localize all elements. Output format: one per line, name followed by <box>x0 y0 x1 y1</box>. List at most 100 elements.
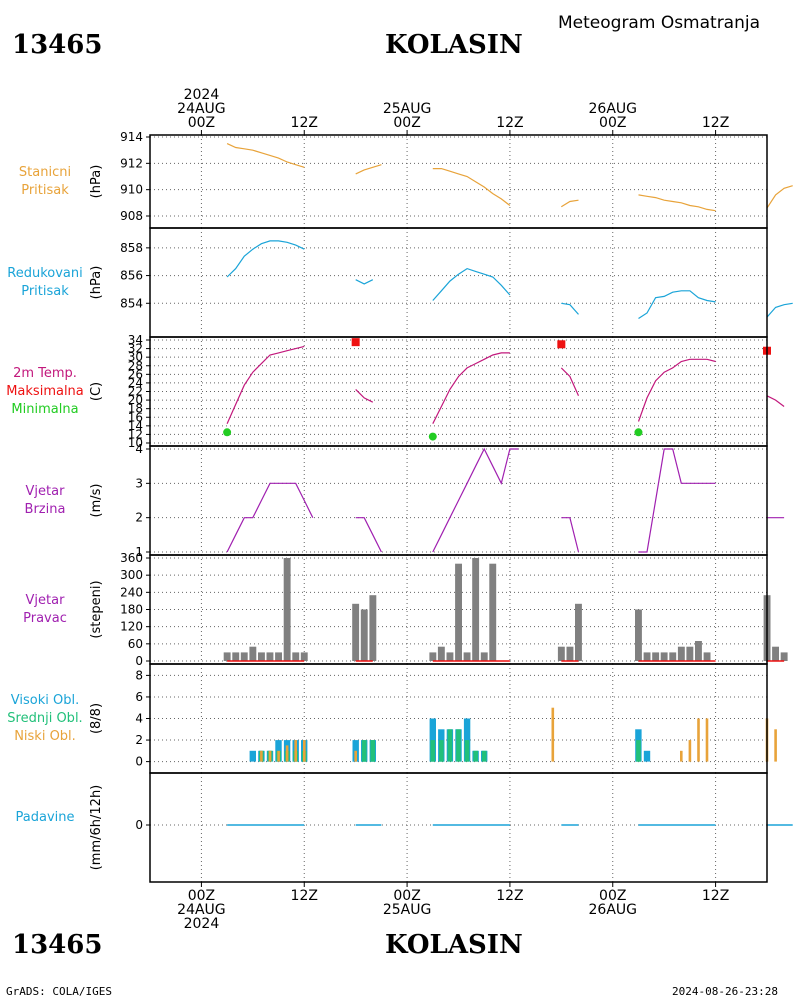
bar <box>354 750 357 762</box>
bar <box>703 652 711 661</box>
bar <box>294 740 297 762</box>
bar <box>429 718 436 762</box>
y-tick-label: 8 <box>135 668 143 682</box>
y-tick-label: 912 <box>120 156 143 170</box>
series-line <box>637 358 716 422</box>
panel-label: Visoki Obl. <box>10 692 80 708</box>
bar <box>643 750 651 762</box>
time-label-bottom: 25AUG <box>383 902 432 918</box>
time-label-top: 00Z <box>393 115 420 131</box>
y-tick-label: 26 <box>128 367 143 381</box>
series-line <box>432 447 519 553</box>
panel-label: Niski Obl. <box>14 728 76 744</box>
panel-label: Srednji Obl. <box>7 710 83 726</box>
time-label-top: 12Z <box>291 115 318 131</box>
y-tick-label: 6 <box>135 690 143 704</box>
panel-label: Vjetar <box>25 592 65 608</box>
y-tick-label: 910 <box>120 183 143 197</box>
bar <box>575 603 582 661</box>
time-label-top: 00Z <box>188 115 215 131</box>
bar <box>566 646 574 661</box>
series-line <box>766 302 793 318</box>
tmin-marker <box>634 428 643 437</box>
bar <box>300 652 308 661</box>
bar <box>249 750 256 762</box>
y-tick-label: 16 <box>128 410 143 424</box>
panel-label: Pritisak <box>21 283 69 299</box>
panel-label: Brzina <box>24 501 66 517</box>
bar <box>456 729 461 762</box>
bar <box>473 750 478 762</box>
bar <box>303 740 306 762</box>
station-name-top: KOLASIN <box>385 30 523 60</box>
time-label-top: 12Z <box>702 115 729 131</box>
bar <box>361 740 367 762</box>
bar <box>283 558 291 661</box>
y-tick-label: 12 <box>128 427 143 441</box>
y-tick-label: 3 <box>135 476 143 490</box>
tmin-marker <box>428 432 437 441</box>
bar <box>232 652 240 661</box>
panel-label: Minimalna <box>11 401 79 417</box>
bar <box>430 740 436 762</box>
bar <box>464 740 470 762</box>
bar <box>669 652 677 661</box>
bar <box>285 745 289 762</box>
time-label-top: 00Z <box>599 115 626 131</box>
series-line <box>432 352 510 424</box>
series-line <box>766 395 785 407</box>
panel-label: Pritisak <box>21 182 69 198</box>
tmax-marker <box>351 338 360 347</box>
y-tick-label: 30 <box>128 350 143 364</box>
series-line <box>432 168 511 206</box>
y-tick-label: 914 <box>120 130 143 144</box>
bar <box>697 718 700 762</box>
meteogram-title: Meteogram Osmatranja <box>558 13 761 33</box>
bar <box>677 646 685 661</box>
bar <box>223 652 231 661</box>
time-label-bottom: 12Z <box>291 888 318 904</box>
unit-label: (8/8) <box>89 703 104 734</box>
tmax-marker <box>557 340 566 349</box>
bar <box>463 718 471 762</box>
series-line <box>226 240 305 278</box>
unit-label: (hPa) <box>89 165 104 199</box>
tmin-marker <box>223 428 232 437</box>
series-line <box>638 194 716 212</box>
y-tick-label: 34 <box>128 333 143 347</box>
time-label-bottom: 26AUG <box>589 902 638 918</box>
unit-label: (mm/6h/12h) <box>89 785 104 871</box>
bar <box>772 646 779 661</box>
bar <box>680 750 683 762</box>
y-tick-label: 10 <box>128 436 143 450</box>
bar <box>489 563 497 661</box>
panel-label: Stanicni <box>18 164 72 180</box>
series-line <box>226 345 305 424</box>
bar <box>551 707 555 762</box>
bar <box>688 740 692 762</box>
bar <box>258 652 265 661</box>
y-tick-label: 0 <box>135 818 143 832</box>
bar <box>705 718 709 762</box>
bar <box>249 646 257 661</box>
time-label-bottom: 12Z <box>702 888 729 904</box>
bar <box>275 652 282 661</box>
bar <box>463 652 471 661</box>
y-tick-label: 28 <box>128 359 143 373</box>
bar <box>268 750 272 762</box>
bar <box>437 646 445 661</box>
station-id-bottom: 13465 <box>12 930 103 960</box>
bar <box>455 563 462 661</box>
series-line <box>561 517 580 553</box>
unit-label: (m/s) <box>89 484 104 518</box>
y-tick-label: 1 <box>135 545 143 559</box>
y-tick-label: 180 <box>120 603 143 617</box>
bar <box>292 652 300 661</box>
bar <box>636 740 641 762</box>
y-tick-label: 2 <box>135 733 143 747</box>
bar <box>780 652 788 661</box>
bar <box>446 652 454 661</box>
bar <box>774 729 777 762</box>
unit-label: (hPa) <box>89 266 104 300</box>
y-tick-label: 22 <box>128 385 143 399</box>
